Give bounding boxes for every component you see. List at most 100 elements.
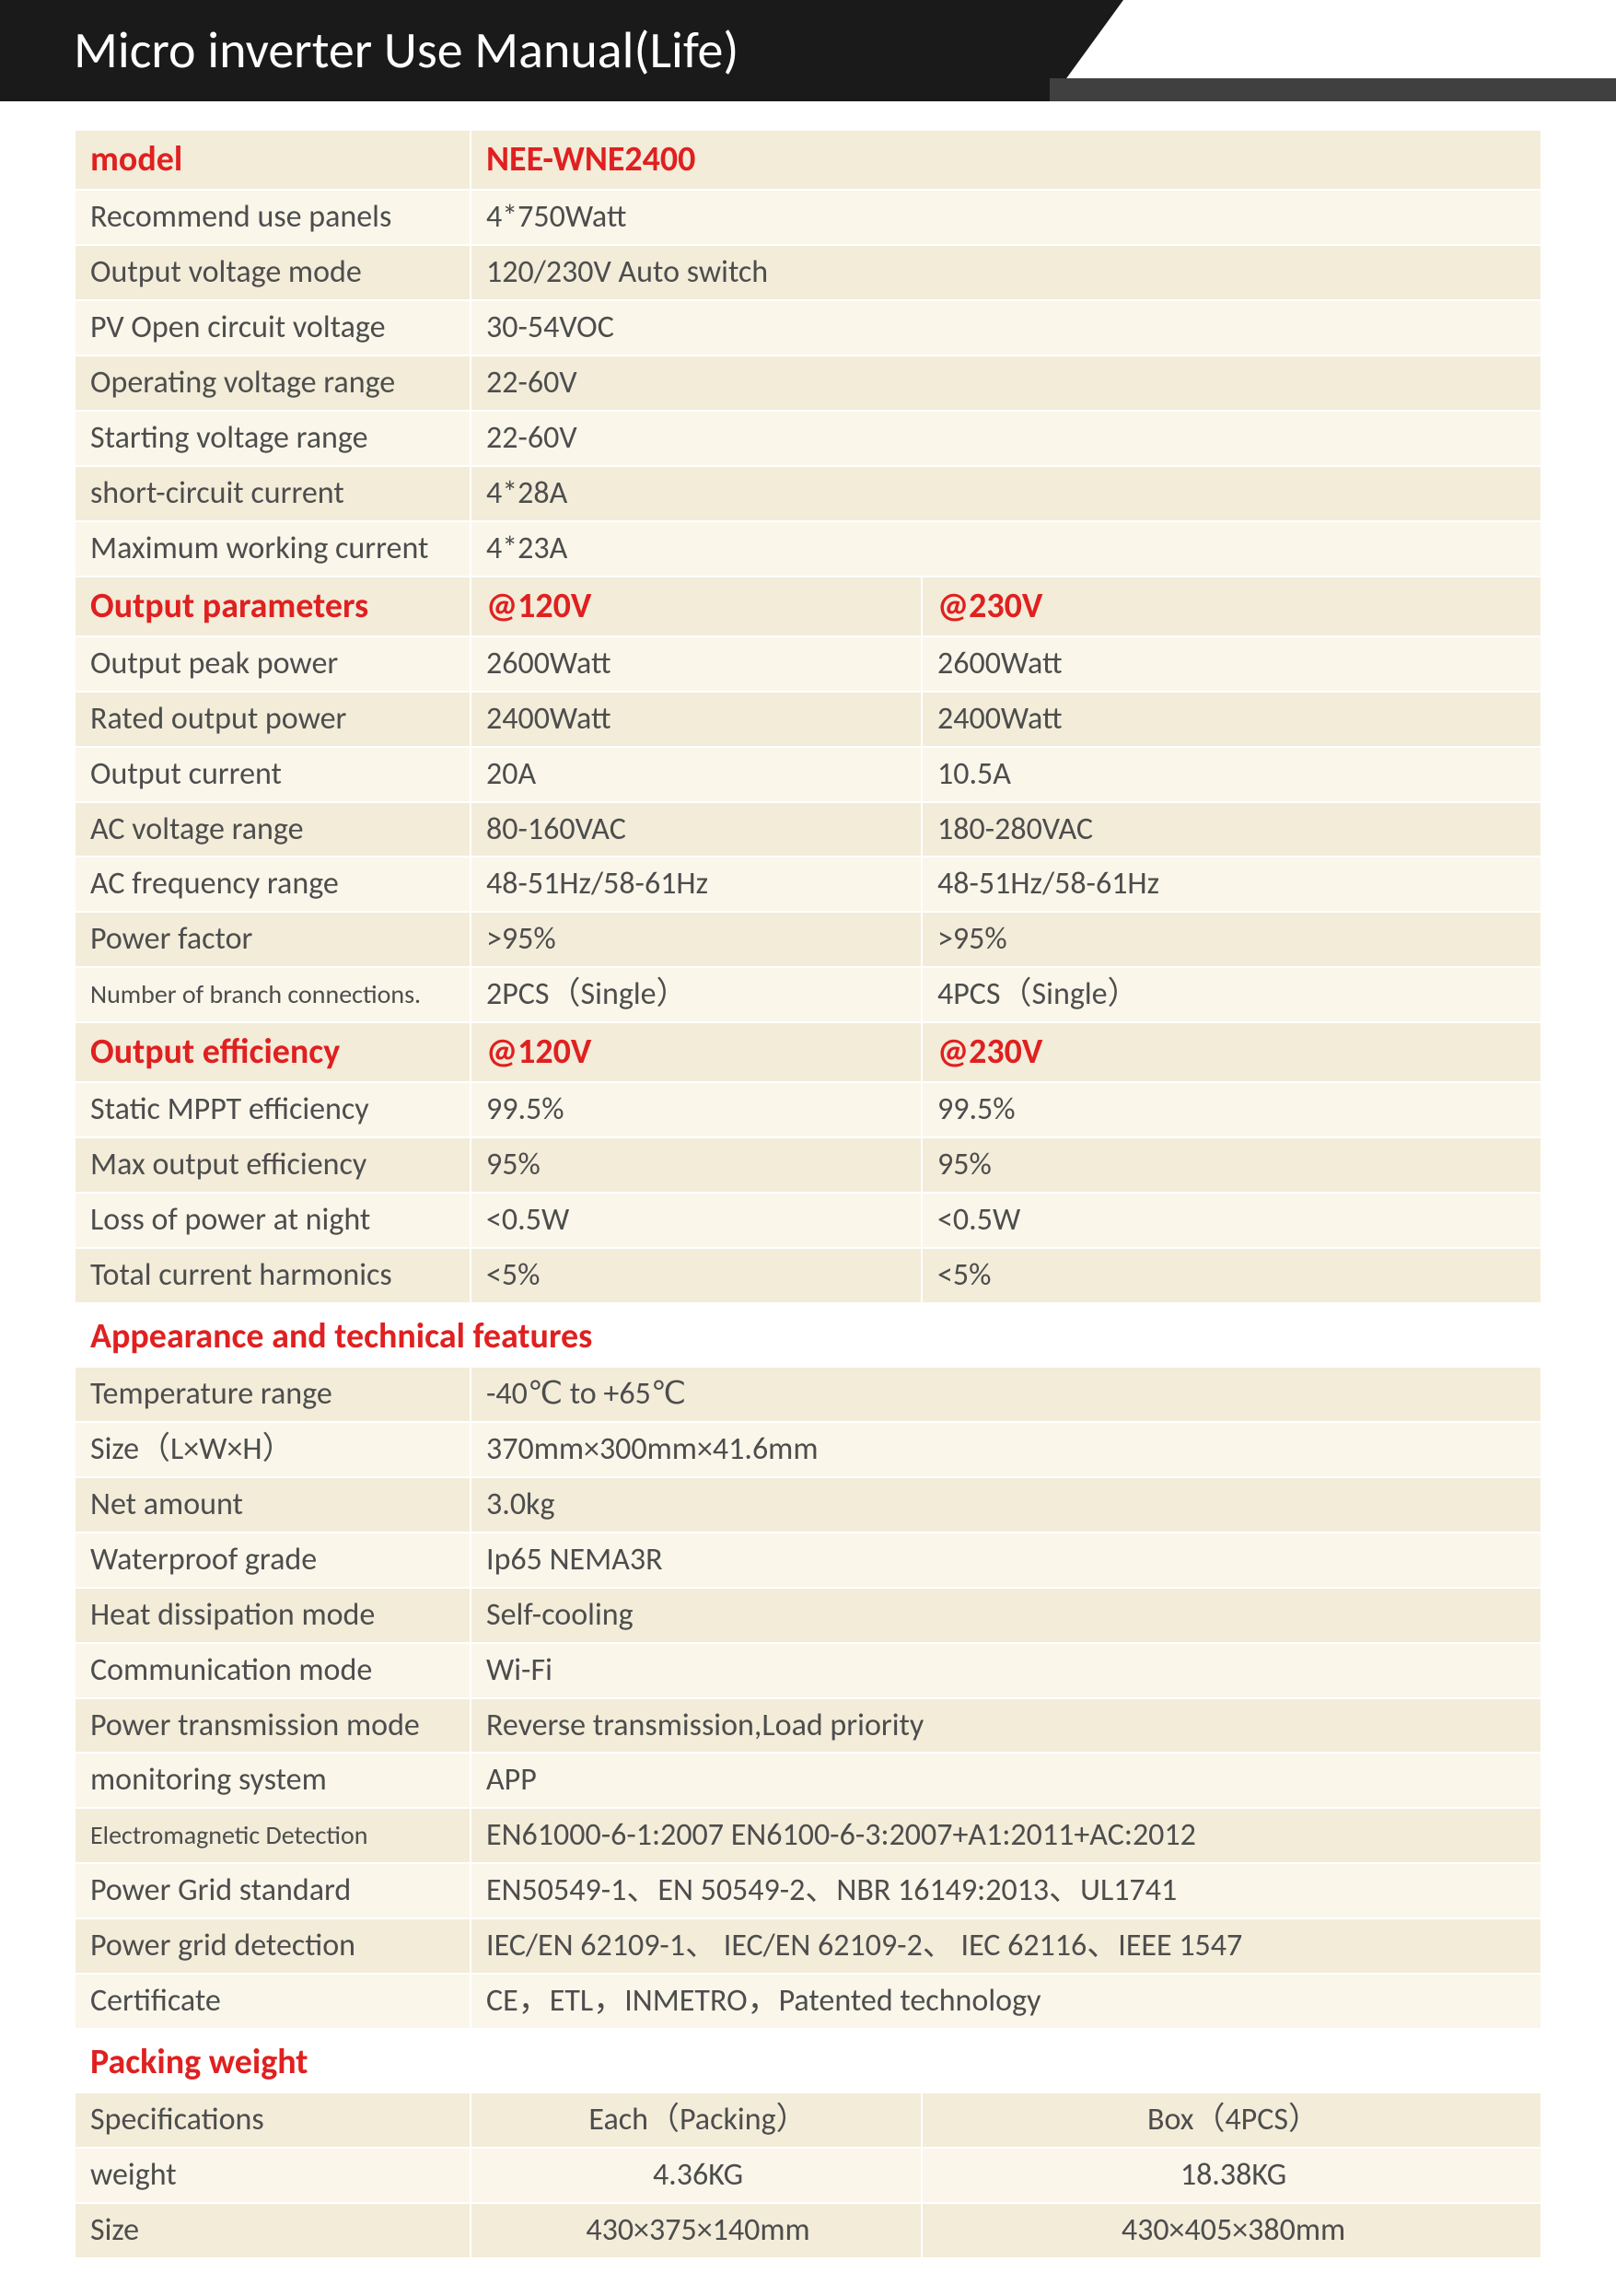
- header-label: Appearance and technical features: [75, 1303, 1541, 1367]
- row-label: Power transmission mode: [75, 1698, 471, 1754]
- row-label: Size: [75, 2203, 471, 2258]
- row-label: Electromagnetic Detection: [75, 1808, 471, 1863]
- row-value: -40℃ to +65℃: [471, 1367, 1541, 1422]
- table-row: Temperature range-40℃ to +65℃: [75, 1367, 1541, 1422]
- row-label: Communication mode: [75, 1643, 471, 1698]
- row-value: EN50549-1、EN 50549-2、NBR 16149:2013、UL17…: [471, 1863, 1541, 1918]
- row-label: Total current harmonics: [75, 1248, 471, 1303]
- table-row: AC frequency range48-51Hz/58-61Hz48-51Hz…: [75, 857, 1541, 912]
- row-label: Rated output power: [75, 692, 471, 747]
- table-row: Heat dissipation modeSelf-cooling: [75, 1588, 1541, 1643]
- row-v1: 99.5%: [471, 1082, 922, 1137]
- content: model NEE-WNE2400 Recommend use panels4*…: [0, 129, 1616, 2296]
- row-value: Wi-Fi: [471, 1643, 1541, 1698]
- row-v1: 95%: [471, 1137, 922, 1193]
- table-row: Power Grid standardEN50549-1、EN 50549-2、…: [75, 1863, 1541, 1918]
- table-row: Recommend use panels4*750Watt: [75, 190, 1541, 245]
- row-value: Ip65 NEMA3R: [471, 1533, 1541, 1588]
- row-value: 4*23A: [471, 521, 1541, 577]
- row-value: 22-60V: [471, 355, 1541, 411]
- row-label: PV Open circuit voltage: [75, 300, 471, 355]
- header-col2: @230V: [922, 577, 1541, 636]
- row-label: Heat dissipation mode: [75, 1588, 471, 1643]
- row-value: Reverse transmission,Load priority: [471, 1698, 1541, 1754]
- row-label: weight: [75, 2148, 471, 2203]
- row-value: 4*28A: [471, 466, 1541, 521]
- row-label: AC voltage range: [75, 802, 471, 857]
- row-v2: 48-51Hz/58-61Hz: [922, 857, 1541, 912]
- row-label: Power factor: [75, 912, 471, 967]
- row-v2: 430×405×380mm: [922, 2203, 1541, 2258]
- table-row: monitoring systemAPP: [75, 1753, 1541, 1808]
- header-label: Output parameters: [75, 577, 471, 636]
- row-label: Output peak power: [75, 636, 471, 692]
- banner-stripe: [1050, 78, 1616, 101]
- row-value: 4*750Watt: [471, 190, 1541, 245]
- row-label: AC frequency range: [75, 857, 471, 912]
- table-row: Power factor>95%>95%: [75, 912, 1541, 967]
- section-header-packing: Packing weight: [75, 2029, 1541, 2092]
- section-header-appearance: Appearance and technical features: [75, 1303, 1541, 1367]
- section-header-output-params: Output parameters @120V @230V: [75, 577, 1541, 636]
- table-row: Number of branch connections.2PCS（Single…: [75, 967, 1541, 1022]
- row-v1: Each（Packing）: [471, 2092, 922, 2148]
- row-label: monitoring system: [75, 1753, 471, 1808]
- table-row: AC voltage range80-160VAC180-280VAC: [75, 802, 1541, 857]
- row-v2: Box（4PCS）: [922, 2092, 1541, 2148]
- header-col2: @230V: [922, 1022, 1541, 1082]
- row-v2: 2400Watt: [922, 692, 1541, 747]
- table-row: Output current20A10.5A: [75, 747, 1541, 802]
- table-row: Size 430×375×140mm 430×405×380mm: [75, 2203, 1541, 2258]
- row-v2: <0.5W: [922, 1193, 1541, 1248]
- row-label: Recommend use panels: [75, 190, 471, 245]
- row-label: Net amount: [75, 1477, 471, 1533]
- header-label: model: [75, 130, 471, 190]
- row-label: Temperature range: [75, 1367, 471, 1422]
- row-label: Output voltage mode: [75, 245, 471, 300]
- header-label: Packing weight: [75, 2029, 1541, 2092]
- table-row: Power transmission modeReverse transmiss…: [75, 1698, 1541, 1754]
- row-value: 120/230V Auto switch: [471, 245, 1541, 300]
- row-label: Number of branch connections.: [75, 967, 471, 1022]
- table-row: Size（L×W×H）370mm×300mm×41.6mm: [75, 1422, 1541, 1477]
- row-value: Self-cooling: [471, 1588, 1541, 1643]
- row-v2: 2600Watt: [922, 636, 1541, 692]
- row-value: APP: [471, 1753, 1541, 1808]
- table-row: Net amount3.0kg: [75, 1477, 1541, 1533]
- row-label: Max output efficiency: [75, 1137, 471, 1193]
- section-header-output-eff: Output efficiency @120V @230V: [75, 1022, 1541, 1082]
- table-row: Waterproof gradeIp65 NEMA3R: [75, 1533, 1541, 1588]
- row-value: CE，ETL，INMETRO，Patented technology: [471, 1974, 1541, 2029]
- row-v1: 430×375×140mm: [471, 2203, 922, 2258]
- row-label: Loss of power at night: [75, 1193, 471, 1248]
- header-col1: @120V: [471, 1022, 922, 1082]
- row-v1: 2600Watt: [471, 636, 922, 692]
- title-text: Micro inverter Use Manual(Life): [0, 0, 1050, 101]
- row-value: IEC/EN 62109-1、 IEC/EN 62109-2、 IEC 6211…: [471, 1918, 1541, 1974]
- row-v1: 20A: [471, 747, 922, 802]
- table-row: Total current harmonics<5%<5%: [75, 1248, 1541, 1303]
- row-label: Maximum working current: [75, 521, 471, 577]
- table-row: short-circuit current4*28A: [75, 466, 1541, 521]
- header-label: Output efficiency: [75, 1022, 471, 1082]
- row-value: 370mm×300mm×41.6mm: [471, 1422, 1541, 1477]
- row-v1: <0.5W: [471, 1193, 922, 1248]
- table-row: Output voltage mode120/230V Auto switch: [75, 245, 1541, 300]
- row-v2: 99.5%: [922, 1082, 1541, 1137]
- row-value: EN61000-6-1:2007 EN6100-6-3:2007+A1:2011…: [471, 1808, 1541, 1863]
- section-header-model: model NEE-WNE2400: [75, 130, 1541, 190]
- row-v2: 4PCS（Single）: [922, 967, 1541, 1022]
- table-row: Power grid detectionIEC/EN 62109-1、 IEC/…: [75, 1918, 1541, 1974]
- table-row: Operating voltage range22-60V: [75, 355, 1541, 411]
- table-row: weight 4.36KG 18.38KG: [75, 2148, 1541, 2203]
- table-row: PV Open circuit voltage30-54VOC: [75, 300, 1541, 355]
- row-value: 22-60V: [471, 411, 1541, 466]
- row-label: Certificate: [75, 1974, 471, 2029]
- row-value: 30-54VOC: [471, 300, 1541, 355]
- row-label: Operating voltage range: [75, 355, 471, 411]
- row-v2: 18.38KG: [922, 2148, 1541, 2203]
- title-banner: Micro inverter Use Manual(Life): [0, 0, 1616, 111]
- row-v1: 4.36KG: [471, 2148, 922, 2203]
- table-row: Maximum working current4*23A: [75, 521, 1541, 577]
- table-row: Electromagnetic DetectionEN61000-6-1:200…: [75, 1808, 1541, 1863]
